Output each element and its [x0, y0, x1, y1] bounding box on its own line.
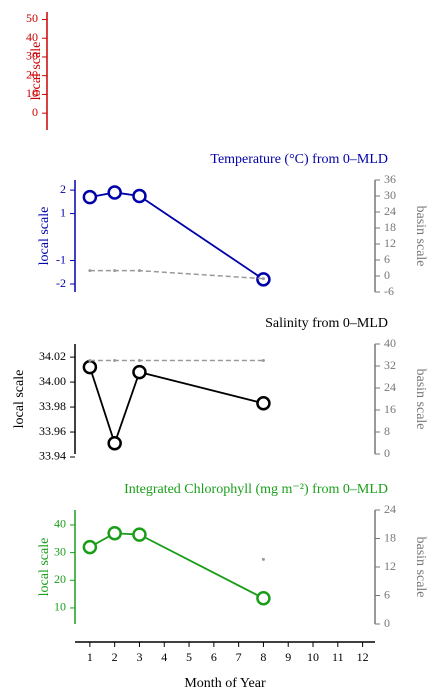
local-point	[132, 364, 147, 380]
y2-tick-label: 6	[384, 587, 390, 601]
y-tick-label: 20	[54, 572, 66, 586]
y2-tick-label: -6	[384, 284, 394, 298]
y-tick-label: 34.00	[39, 374, 66, 388]
x-tick-label: 12	[357, 650, 369, 664]
y2-tick-label: 24	[384, 380, 396, 394]
y-axis-label: local scale	[37, 207, 52, 266]
basin-point	[261, 359, 265, 362]
y2-tick-label: 0	[384, 268, 390, 282]
y-tick-label: 50	[26, 11, 38, 25]
y2-axis-label: basin scale	[413, 205, 428, 266]
y-tick-label: 0	[32, 105, 38, 119]
y-tick-label: 33.94	[39, 449, 66, 463]
y2-axis-label: basin scale	[413, 536, 428, 597]
y2-tick-label: 12	[384, 236, 396, 250]
x-tick-label: 7	[236, 650, 242, 664]
y-axis-label: local scale	[12, 370, 27, 429]
y-tick-label: 1	[60, 205, 66, 219]
local-point	[132, 527, 147, 542]
local-line	[89, 366, 264, 447]
y2-tick-label: 18	[384, 220, 396, 234]
local-line	[89, 532, 264, 600]
local-point	[82, 539, 98, 555]
local-point	[107, 436, 122, 451]
y-tick-label: 34.02	[39, 349, 66, 363]
y2-tick-label: 30	[384, 188, 396, 202]
y2-tick-label: 0	[384, 616, 390, 630]
y2-tick-label: 40	[384, 336, 396, 350]
local-point	[107, 185, 122, 200]
y2-tick-label: 32	[384, 358, 396, 372]
basin-point	[261, 557, 265, 561]
local-point	[82, 359, 98, 375]
local-line	[89, 191, 264, 281]
local-point	[256, 396, 271, 411]
y2-tick-label: 18	[384, 530, 396, 544]
local-point	[132, 188, 147, 204]
local-point	[82, 189, 98, 205]
y-tick-label: 30	[54, 544, 66, 558]
y-tick-label: -2	[56, 276, 66, 290]
y-tick-label: 10	[26, 86, 38, 100]
y-tick-label: 20	[26, 67, 38, 81]
y-axis-label: local scale	[29, 42, 44, 101]
y2-axis-label: basin scale	[413, 368, 428, 429]
x-tick-label: 3	[136, 650, 142, 664]
y2-tick-label: 8	[384, 424, 390, 438]
basin-point	[113, 359, 117, 362]
x-tick-label: 8	[260, 650, 266, 664]
y2-tick-label: 16	[384, 402, 396, 416]
y-tick-label: 2	[60, 182, 66, 196]
basin-point	[137, 359, 141, 362]
y-tick-label: 33.98	[39, 399, 66, 413]
y-tick-label: 33.96	[39, 424, 66, 438]
y-tick-label: 40	[26, 30, 38, 44]
y2-tick-label: 0	[384, 446, 390, 460]
chart-title: Temperature (°C) from 0–MLD	[210, 152, 388, 167]
local-point	[256, 591, 271, 606]
x-axis-label: Month of Year	[184, 676, 266, 691]
basin-point	[88, 359, 92, 362]
x-tick-label: 2	[112, 650, 118, 664]
y2-tick-label: 24	[384, 502, 396, 516]
chart-title: Salinity from 0–MLD	[265, 316, 388, 331]
y-axis-label: local scale	[37, 538, 52, 597]
basin-line	[89, 269, 264, 280]
x-tick-label: 6	[211, 650, 217, 664]
y2-tick-label: 36	[384, 172, 396, 186]
basin-point	[137, 269, 141, 273]
x-tick-label: 5	[186, 650, 192, 664]
chart-title: Integrated Chlorophyll (mg m⁻²) from 0–M…	[124, 482, 388, 497]
local-point	[107, 525, 122, 541]
y2-tick-label: 6	[384, 252, 390, 266]
x-tick-label: 9	[285, 650, 291, 664]
y2-tick-label: 24	[384, 204, 396, 218]
y-tick-label: 10	[54, 600, 66, 614]
x-tick-label: 10	[307, 650, 319, 664]
y2-tick-label: 12	[384, 559, 396, 573]
x-tick-label: 4	[161, 650, 167, 664]
basin-point	[113, 269, 117, 273]
y-tick-label: 30	[26, 49, 38, 63]
basin-point	[88, 269, 92, 273]
basin-point	[261, 277, 265, 281]
y-tick-label: 40	[54, 517, 66, 531]
x-tick-label: 1	[87, 650, 93, 664]
y-tick-label: -1	[56, 252, 66, 266]
x-tick-label: 11	[332, 650, 344, 664]
